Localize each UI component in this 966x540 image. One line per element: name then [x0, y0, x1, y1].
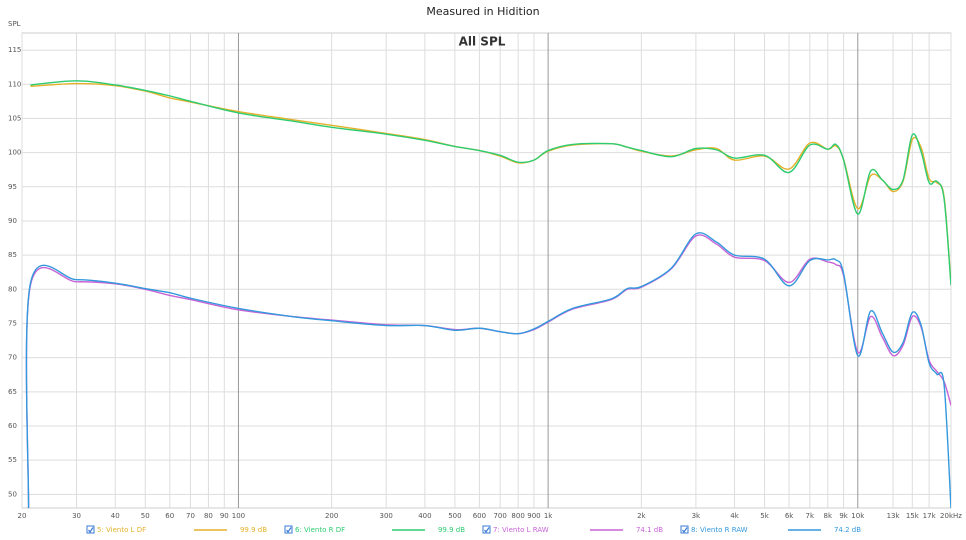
plot-lines: [25, 80, 951, 508]
y-tick-label: 60: [8, 422, 17, 430]
y-tick-label: 70: [8, 354, 17, 362]
x-tick-label: 30: [72, 512, 81, 520]
legend-checkbox: [680, 525, 689, 534]
legend: 5: Viento L DF 99.9 dB 6: Viento R DF 99.9 …: [86, 525, 861, 534]
y-tick-label: 115: [8, 46, 21, 54]
y-tick-label: 105: [8, 114, 21, 122]
x-tick-label: 700: [493, 512, 506, 520]
legend-level: 74.1 dB: [636, 526, 663, 534]
x-tick-label: 900: [527, 512, 540, 520]
series-line: [25, 234, 951, 508]
x-tick-label: 500: [448, 512, 461, 520]
y-tick-label: 80: [8, 285, 17, 293]
x-tick-label: 10k: [851, 512, 865, 520]
x-tick-label: 20: [18, 512, 27, 520]
x-tick-label: 4k: [730, 512, 739, 520]
y-tick-label: 55: [8, 456, 17, 464]
y-tick-label: 95: [8, 183, 17, 191]
x-tick-label: 3k: [692, 512, 701, 520]
chart-subtitle: All SPL: [459, 35, 506, 49]
x-tick-label: 90: [220, 512, 229, 520]
x-tick-label: 6k: [785, 512, 794, 520]
grid: [21, 32, 952, 509]
y-tick-label: 50: [8, 490, 17, 498]
x-tick-label: 80: [204, 512, 213, 520]
x-tick-label: 1k: [544, 512, 553, 520]
legend-level: 99.9 dB: [240, 526, 267, 534]
y-tick-label: 90: [8, 217, 17, 225]
legend-checkbox: [86, 525, 95, 534]
x-tick-label: 100: [232, 512, 245, 520]
y-tick-label: 75: [8, 319, 17, 327]
x-tick-label: 40: [111, 512, 120, 520]
legend-checkmark: [682, 527, 688, 534]
x-tick-label: 20kHz: [940, 512, 962, 520]
legend-label: 5: Viento L DF: [97, 526, 146, 534]
legend-checkmark: [286, 527, 292, 534]
x-tick-label: 400: [418, 512, 431, 520]
y-tick-label: 85: [8, 251, 17, 259]
x-tick-label: 9k: [839, 512, 848, 520]
legend-label: 7: Viento L RAW: [493, 526, 549, 534]
x-tick-label: 50: [141, 512, 150, 520]
x-tick-label: 15k: [906, 512, 920, 520]
x-tick-label: 300: [380, 512, 393, 520]
x-tick-label: 800: [511, 512, 524, 520]
chart-title: Measured in Hidition: [426, 5, 539, 18]
series-line: [30, 80, 951, 286]
legend-level: 99.9 dB: [438, 526, 465, 534]
y-tick-label: 110: [8, 80, 21, 88]
y-tick-label: 65: [8, 388, 17, 396]
x-tick-label: 5k: [760, 512, 769, 520]
legend-level: 74.2 dB: [834, 526, 861, 534]
legend-checkmark: [484, 527, 490, 534]
x-tick-label: 70: [186, 512, 195, 520]
x-tick-label: 8k: [824, 512, 833, 520]
legend-label: 8: Viento R RAW: [691, 526, 748, 534]
x-tick-label: 7k: [806, 512, 815, 520]
legend-checkbox: [482, 525, 491, 534]
x-tick-label: 17k: [923, 512, 937, 520]
y-tick-label: 100: [8, 149, 21, 157]
legend-checkbox: [284, 525, 293, 534]
legend-checkmark: [88, 527, 94, 534]
x-tick-label: 600: [473, 512, 486, 520]
y-axis-label: SPL: [8, 20, 21, 28]
x-tick-label: 13k: [887, 512, 901, 520]
series-line: [25, 232, 951, 508]
x-tick-label: 60: [165, 512, 174, 520]
x-tick-label: 2k: [637, 512, 646, 520]
legend-label: 6: Viento R DF: [295, 526, 345, 534]
x-tick-label: 200: [325, 512, 338, 520]
